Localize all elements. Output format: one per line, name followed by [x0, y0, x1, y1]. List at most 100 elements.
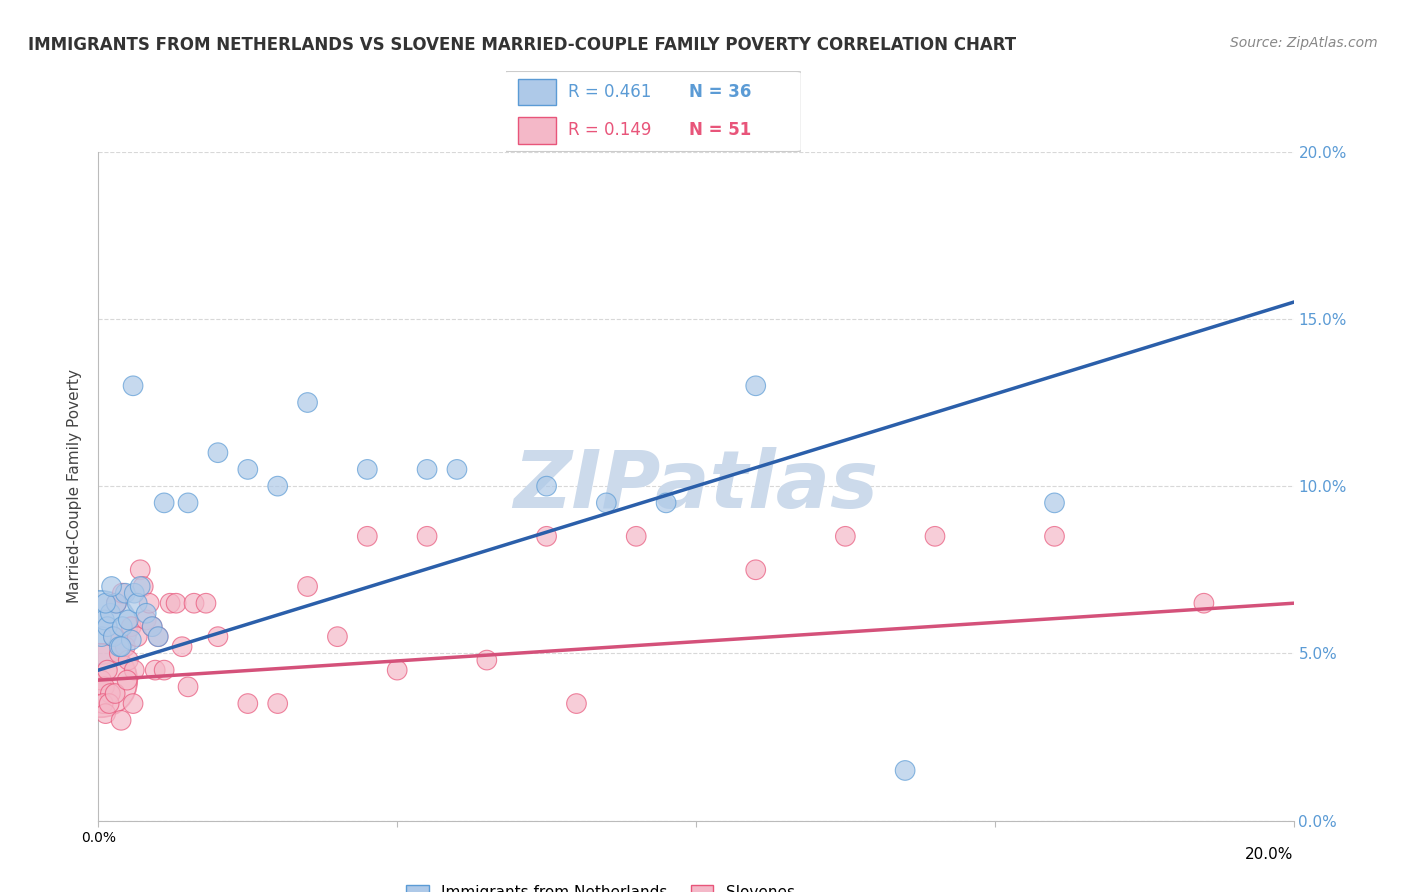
Point — [122, 378, 145, 392]
Point — [114, 640, 136, 654]
Point — [536, 529, 558, 543]
Point — [159, 596, 181, 610]
Point — [385, 663, 409, 677]
Point — [267, 697, 290, 711]
Point — [93, 680, 115, 694]
Point — [1192, 596, 1215, 610]
Point — [110, 714, 132, 728]
Point — [96, 663, 118, 677]
Point — [143, 663, 166, 677]
Point — [124, 663, 146, 677]
Point — [165, 596, 187, 610]
Text: R = 0.461: R = 0.461 — [568, 83, 651, 101]
Point — [745, 563, 768, 577]
Text: R = 0.149: R = 0.149 — [568, 121, 651, 139]
Point — [127, 596, 149, 610]
Point — [94, 596, 117, 610]
Point — [94, 706, 117, 721]
Point — [207, 445, 229, 460]
Point — [108, 646, 131, 660]
Point — [114, 586, 136, 600]
Y-axis label: Married-Couple Family Poverty: Married-Couple Family Poverty — [67, 369, 83, 603]
Point — [148, 630, 170, 644]
Point — [111, 619, 134, 633]
Point — [98, 697, 121, 711]
Point — [132, 580, 155, 594]
Point — [894, 764, 917, 778]
Point — [93, 613, 115, 627]
Point — [172, 640, 194, 654]
Point — [536, 479, 558, 493]
Point — [267, 479, 290, 493]
Point — [416, 462, 439, 476]
Point — [475, 653, 498, 667]
Point — [153, 496, 176, 510]
Point — [595, 496, 617, 510]
FancyBboxPatch shape — [517, 117, 557, 144]
Point — [834, 529, 856, 543]
Point — [1043, 496, 1066, 510]
Point — [655, 496, 678, 510]
Point — [104, 687, 127, 701]
Point — [153, 663, 176, 677]
FancyBboxPatch shape — [503, 71, 801, 152]
Point — [115, 673, 138, 687]
Point — [626, 529, 648, 543]
Point — [117, 653, 139, 667]
Point — [356, 462, 378, 476]
Point — [138, 596, 160, 610]
Point — [326, 630, 349, 644]
Point — [1043, 529, 1066, 543]
Point — [141, 619, 163, 633]
Point — [105, 596, 128, 610]
Point — [100, 580, 122, 594]
Point — [356, 529, 378, 543]
Point — [120, 619, 142, 633]
Legend: Immigrants from Netherlands, Slovenes: Immigrants from Netherlands, Slovenes — [406, 885, 794, 892]
Text: IMMIGRANTS FROM NETHERLANDS VS SLOVENE MARRIED-COUPLE FAMILY POVERTY CORRELATION: IMMIGRANTS FROM NETHERLANDS VS SLOVENE M… — [28, 36, 1017, 54]
Point — [122, 697, 145, 711]
Point — [127, 630, 149, 644]
Point — [129, 563, 152, 577]
Point — [297, 580, 319, 594]
Text: Source: ZipAtlas.com: Source: ZipAtlas.com — [1230, 36, 1378, 50]
Point — [89, 673, 111, 687]
Point — [91, 697, 114, 711]
Point — [111, 586, 134, 600]
Point — [124, 586, 146, 600]
Point — [110, 640, 132, 654]
Point — [120, 633, 142, 648]
Point — [416, 529, 439, 543]
Point — [177, 680, 200, 694]
Text: ZIPatlas: ZIPatlas — [513, 447, 879, 525]
Point — [236, 462, 259, 476]
Point — [135, 607, 157, 621]
Point — [141, 619, 163, 633]
Point — [90, 673, 112, 687]
Point — [100, 607, 122, 621]
Point — [207, 630, 229, 644]
Point — [745, 378, 768, 392]
Text: N = 51: N = 51 — [689, 121, 751, 139]
Point — [96, 619, 118, 633]
FancyBboxPatch shape — [517, 78, 557, 105]
Point — [195, 596, 218, 610]
Point — [183, 596, 205, 610]
Point — [105, 596, 128, 610]
Text: N = 36: N = 36 — [689, 83, 752, 101]
Point — [117, 613, 139, 627]
Point — [297, 395, 319, 409]
Point — [236, 697, 259, 711]
Point — [129, 580, 152, 594]
Text: 20.0%: 20.0% — [1246, 847, 1294, 863]
Point — [103, 630, 125, 644]
Point — [446, 462, 468, 476]
Point — [148, 630, 170, 644]
Point — [89, 619, 111, 633]
Point — [135, 613, 157, 627]
Point — [565, 697, 588, 711]
Point — [103, 630, 125, 644]
Point — [177, 496, 200, 510]
Point — [108, 640, 131, 654]
Point — [100, 687, 122, 701]
